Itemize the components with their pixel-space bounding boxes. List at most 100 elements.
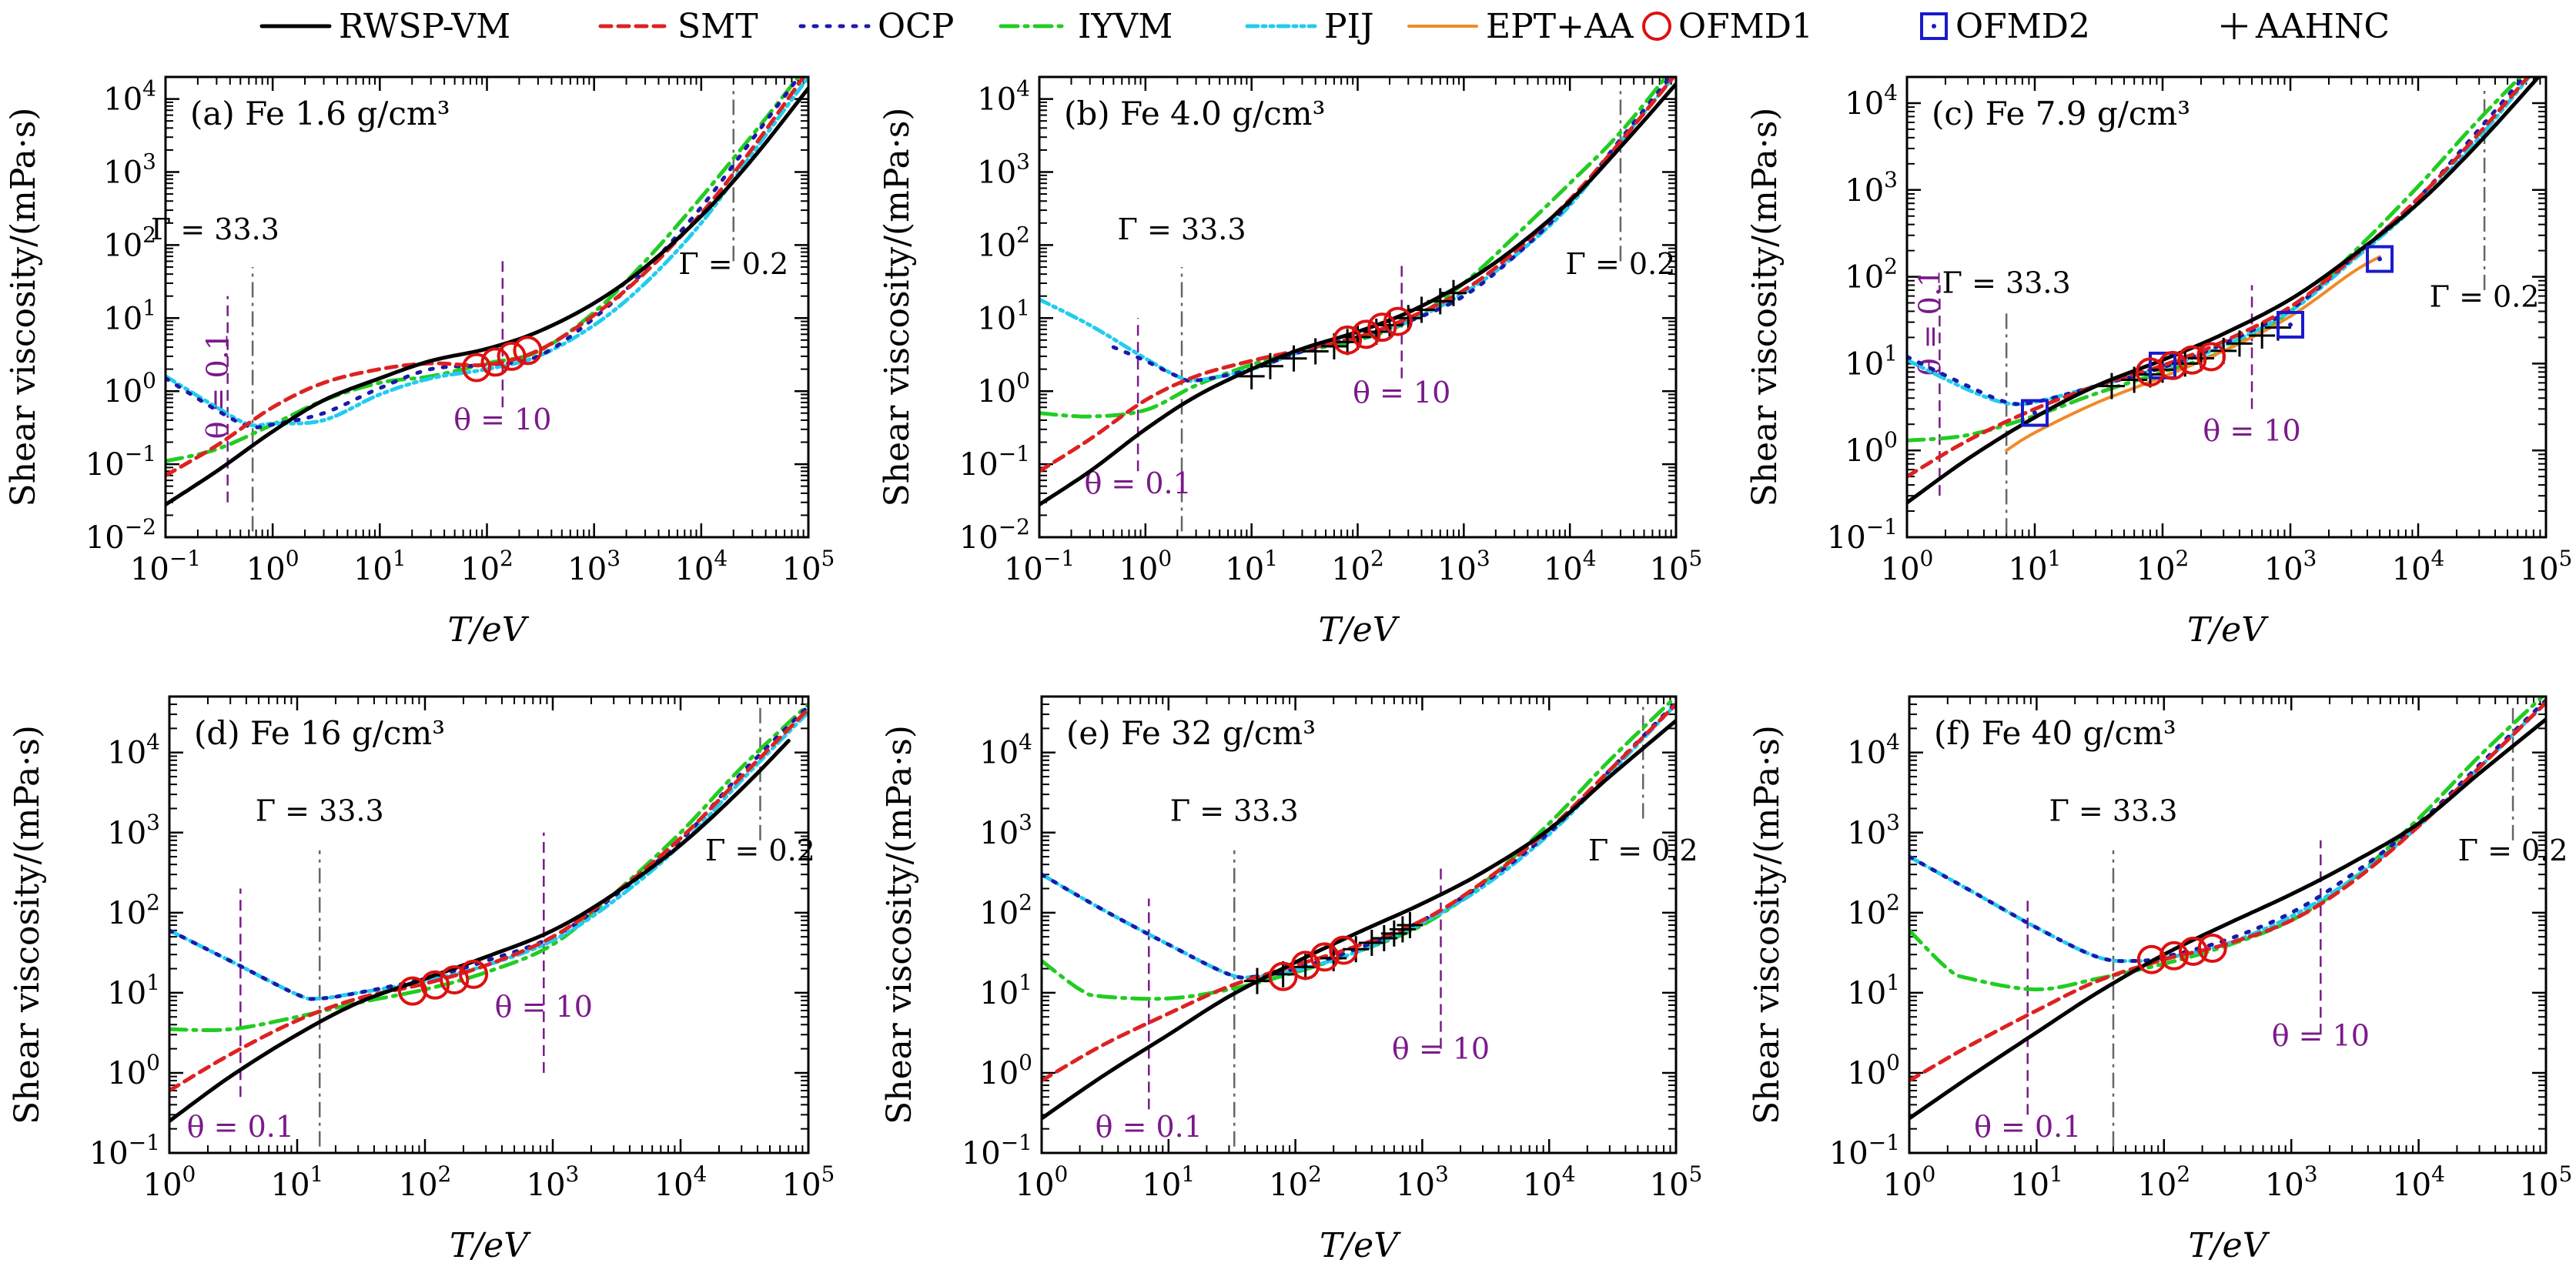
- legend-label: SMT: [677, 7, 758, 46]
- x-tick-label: 104: [654, 1161, 708, 1203]
- point-ofmd1: [2136, 944, 2166, 974]
- x-tick-label: 105: [2520, 1161, 2573, 1203]
- series-ocp: [1909, 698, 2546, 964]
- gamma-label: Γ = 33.3: [1118, 212, 1246, 246]
- x-tick-label: 102: [460, 546, 514, 587]
- series-smt: [169, 707, 808, 1093]
- series-rwsp-vm: [1909, 717, 2546, 1121]
- theta-label: θ = 0.1: [1912, 269, 1946, 376]
- point-ofmd2: [2277, 310, 2304, 339]
- theta-label: θ = 0.1: [187, 1110, 294, 1144]
- y-tick-label: 102: [1845, 254, 1898, 296]
- series: [1042, 697, 1676, 1121]
- y-tick-label: 100: [1847, 1050, 1900, 1091]
- x-tick-label: 100: [1881, 546, 1934, 587]
- y-axis-title: Shear viscosity/(mPa·s): [880, 725, 919, 1124]
- series-ocp: [1907, 77, 2527, 406]
- series-rwsp-vm: [1039, 82, 1676, 507]
- y-axis-title: Shear viscosity/(mPa·s): [1748, 725, 1787, 1124]
- annotation-labels: Γ = 33.3 Γ = 0.2 θ = 0.1 θ = 10: [151, 212, 788, 439]
- markers: [1238, 279, 1467, 389]
- x-tick-label: 104: [674, 546, 728, 587]
- point-ofmd1: [497, 341, 527, 371]
- point-aahnc: [1256, 352, 1283, 379]
- point-ofmd1: [2197, 934, 2227, 964]
- point-ofmd1: [480, 347, 510, 377]
- point-ofmd1: [397, 976, 427, 1006]
- point-ofmd1: [2196, 342, 2226, 372]
- x-tick-label: 100: [1015, 1161, 1069, 1203]
- annotation-labels: Γ = 33.3 Γ = 0.2 θ = 0.1 θ = 10: [1974, 794, 2568, 1144]
- y-tick-label: 10−1: [962, 1130, 1032, 1171]
- y-tick-label: 100: [103, 368, 156, 409]
- x-tick-label: 105: [1650, 1161, 1703, 1203]
- point-aahnc: [1370, 925, 1397, 952]
- x-axis-title: T/eV: [2189, 1226, 2270, 1265]
- markers: [397, 959, 489, 1006]
- theta-label: θ = 10: [1392, 1032, 1490, 1066]
- point-ofmd1: [440, 965, 470, 995]
- y-tick-label: 101: [979, 970, 1032, 1011]
- point-aahnc: [1440, 279, 1467, 306]
- markers: [1243, 911, 1423, 994]
- y-axis-title: Shear viscosity/(mPa·s): [878, 108, 917, 507]
- point-ofmd1: [2159, 941, 2189, 971]
- y-tick-label: 10−1: [85, 441, 156, 483]
- x-tick-label: 101: [1225, 546, 1278, 587]
- legend-label: EPT+AA: [1486, 7, 1634, 46]
- legend-item-ept-aa: EPT+AA: [1407, 7, 1634, 46]
- x-tick-label: 105: [1650, 546, 1703, 587]
- x-axis-title: T/eV: [450, 1226, 531, 1265]
- legend-label: RWSP-VM: [339, 7, 510, 46]
- point-ofmd1: [2177, 345, 2207, 375]
- theta-label: θ = 10: [495, 990, 593, 1024]
- point-aahnc: [2121, 366, 2148, 393]
- y-tick-label: 103: [977, 149, 1030, 190]
- point-aahnc: [2226, 330, 2253, 357]
- theta-label: θ = 0.1: [1084, 466, 1191, 500]
- gamma-label: Γ = 0.2: [705, 834, 815, 867]
- gamma-label: Γ = 0.2: [1566, 247, 1676, 281]
- legend-item-ocp: OCP: [798, 7, 954, 46]
- y-tick-label: 10−1: [89, 1130, 160, 1171]
- markers: [462, 336, 543, 383]
- y-tick-label: 102: [107, 890, 160, 931]
- gamma-label: Γ = 33.3: [2049, 794, 2177, 828]
- panel-title: (b) Fe 4.0 g/cm³: [1064, 95, 1325, 132]
- y-tick-label: 104: [979, 730, 1032, 771]
- x-tick-label: 104: [2392, 546, 2445, 587]
- series: [166, 77, 808, 507]
- point-ofmd1: [513, 336, 543, 366]
- point-ofmd1: [1367, 312, 1397, 342]
- x-tick-label: 105: [782, 546, 835, 587]
- y-tick-label: 101: [1847, 970, 1900, 1011]
- legend-label: OCP: [878, 7, 954, 46]
- legend-item-iyvm: IYVM: [999, 7, 1173, 46]
- point-aahnc: [1302, 338, 1329, 365]
- y-tick-label: 104: [103, 76, 156, 118]
- y-tick-label: 103: [1845, 167, 1898, 209]
- panel-a: 10−1 100 101 102 103 104 10510−210−11001011021…: [4, 75, 835, 650]
- point-ofmd2-dot: [2032, 410, 2037, 416]
- panel-title: (d) Fe 16 g/cm³: [194, 714, 445, 752]
- y-tick-label: 100: [979, 1050, 1032, 1091]
- series-ocp: [1042, 700, 1676, 980]
- series-smt: [166, 77, 806, 478]
- point-ofmd1: [1310, 942, 1340, 972]
- x-tick-label: 104: [2392, 1161, 2445, 1203]
- gamma-label: Γ = 33.3: [1170, 794, 1299, 828]
- point-ofmd1: [2135, 357, 2165, 387]
- series: [169, 702, 808, 1124]
- plot-frame: [1905, 75, 2548, 539]
- panel-title: (c) Fe 7.9 g/cm³: [1932, 95, 2190, 132]
- x-axis-title: T/eV: [1319, 610, 1400, 650]
- x-tick-label: 103: [1396, 1161, 1449, 1203]
- series-rwsp-vm: [169, 739, 791, 1124]
- point-ofmd1: [1333, 325, 1363, 355]
- series-smt: [1042, 702, 1676, 1083]
- y-tick-label: 103: [1847, 810, 1900, 851]
- plot-frame: [1038, 75, 1678, 539]
